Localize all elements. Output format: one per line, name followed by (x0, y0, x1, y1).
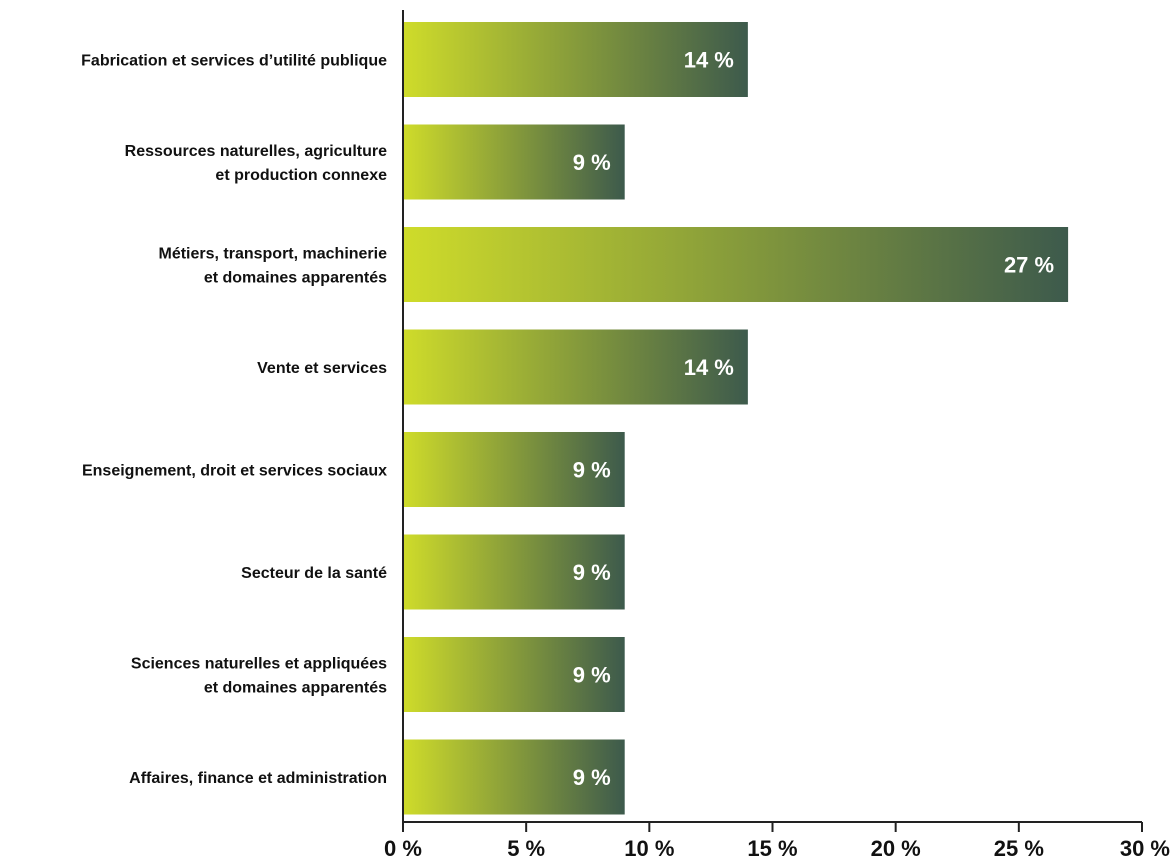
category-label: Métiers, transport, machinerie et domaine… (158, 246, 387, 287)
category-label: Sciences naturelles et appliquées et doma… (131, 656, 387, 697)
data-label: 9 % (573, 765, 611, 790)
data-label: 9 % (573, 150, 611, 175)
x-tick-label: 30 % (1120, 836, 1170, 861)
x-tick-label: 20 % (871, 836, 921, 861)
bars-layer (403, 22, 1069, 815)
category-label-line: Vente et services (257, 360, 387, 377)
data-label: 9 % (573, 663, 611, 688)
x-tick-label: 10 % (624, 836, 674, 861)
category-label-line: Fabrication et services d’utilité publiq… (81, 53, 387, 70)
category-label-line: Enseignement, droit et services sociaux (82, 463, 387, 480)
category-label-line: Affaires, finance et administration (129, 770, 387, 787)
bar (403, 432, 625, 507)
bar (403, 534, 625, 610)
data-labels: 14 % 9 % 27 % 14 % 9 % 9 % 9 % 9 % (573, 48, 1054, 791)
category-labels: Fabrication et services d’utilité publiq… (81, 53, 387, 788)
bar (403, 329, 748, 405)
category-label-line: Ressources naturelles, agriculture (125, 143, 387, 160)
category-label: Ressources naturelles, agriculture et pro… (125, 143, 387, 184)
data-label: 14 % (684, 355, 734, 380)
x-tick-label: 5 % (507, 836, 545, 861)
data-label: 14 % (684, 48, 734, 73)
x-tick-label: 25 % (994, 836, 1044, 861)
category-label-line: Secteur de la santé (241, 565, 387, 582)
bar (403, 22, 748, 97)
bar (403, 124, 625, 200)
bar (403, 739, 625, 815)
x-axis: 0 % 5 % 10 % 15 % 20 % 25 % 30 % (384, 10, 1170, 861)
category-label-line: Métiers, transport, machinerie (158, 246, 387, 263)
category-label: Vente et services (257, 360, 387, 377)
x-tick-label: 15 % (747, 836, 797, 861)
category-label: Fabrication et services d’utilité publiq… (81, 53, 387, 70)
bar (403, 227, 1069, 302)
x-tick-label: 0 % (384, 836, 422, 861)
category-label-line: et domaines apparentés (204, 270, 387, 287)
category-label: Affaires, finance et administration (129, 770, 387, 787)
bar (403, 637, 625, 712)
category-label-line: et production connexe (215, 167, 387, 184)
category-label-line: et domaines apparentés (204, 680, 387, 697)
data-label: 27 % (1004, 253, 1054, 278)
category-label-line: Sciences naturelles et appliquées (131, 656, 387, 673)
category-label: Secteur de la santé (241, 565, 387, 582)
data-label: 9 % (573, 458, 611, 483)
category-label: Enseignement, droit et services sociaux (82, 463, 387, 480)
data-label: 9 % (573, 560, 611, 585)
